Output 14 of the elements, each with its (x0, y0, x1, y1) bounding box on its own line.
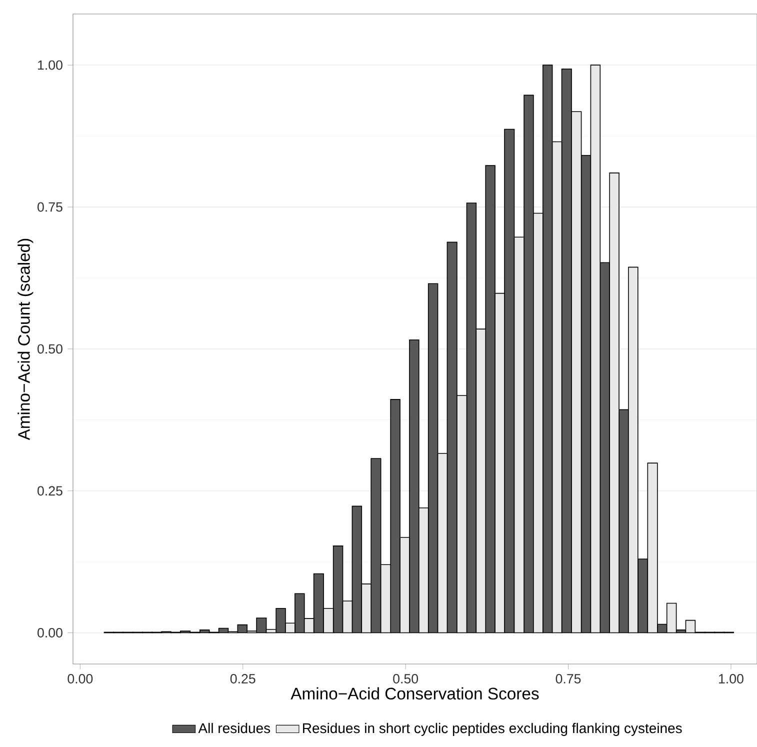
x-axis-title: Amino−Acid Conservation Scores (290, 687, 539, 700)
x-tick-label: 0.00 (68, 674, 93, 684)
x-tick-label: 0.50 (393, 674, 418, 684)
y-tick-label: 0.25 (38, 486, 62, 496)
x-tick-label: 0.25 (230, 674, 256, 684)
legend-label: All residues (198, 722, 270, 734)
y-tick-label: 0.50 (38, 344, 62, 354)
legend-label: Residues in short cyclic peptides excluding flanking cysteines (303, 722, 682, 736)
y-axis-title: Amino−Acid Count (scaled) (18, 238, 34, 440)
y-tick-label: 0.00 (38, 628, 62, 638)
x-tick-label: 1.00 (719, 674, 744, 684)
x-tick-label: 0.75 (556, 674, 581, 684)
y-tick-label: 1.00 (38, 60, 62, 70)
y-tick-label: 0.75 (38, 202, 62, 212)
